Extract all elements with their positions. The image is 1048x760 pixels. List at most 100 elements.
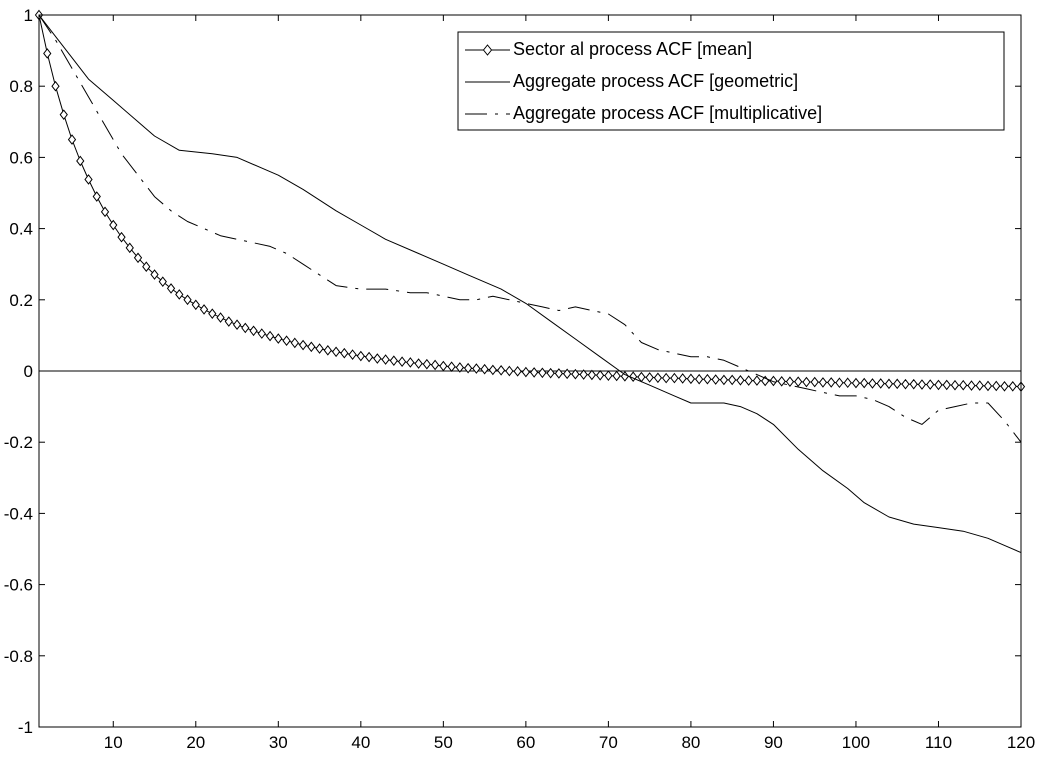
y-tick-label: -0.4	[4, 504, 33, 523]
diamond-marker	[480, 363, 489, 375]
diamond-marker	[183, 294, 192, 306]
diamond-marker	[554, 368, 564, 379]
diamond-marker	[645, 372, 654, 383]
diamond-marker	[249, 325, 258, 337]
diamond-marker	[942, 379, 951, 391]
diamond-marker	[843, 377, 852, 389]
diamond-marker	[695, 373, 704, 385]
legend-label-series-2: Aggregate process ACF [geometric]	[513, 71, 798, 91]
diamond-marker	[133, 252, 143, 264]
diamond-marker	[348, 349, 357, 360]
diamond-marker	[439, 360, 448, 372]
x-tick-label: 20	[186, 733, 205, 752]
diamond-marker	[827, 377, 836, 388]
diamond-marker	[670, 372, 679, 384]
diamond-marker	[802, 376, 811, 388]
diamond-marker	[967, 380, 976, 391]
diamond-marker	[1008, 380, 1017, 392]
diamond-marker	[364, 351, 374, 363]
y-tick-label: -0.6	[4, 576, 33, 595]
diamond-marker	[76, 155, 85, 167]
diamond-marker	[488, 364, 497, 376]
diamond-marker	[777, 376, 786, 387]
diamond-marker	[265, 330, 275, 342]
diamond-marker	[513, 366, 522, 377]
diamond-marker	[744, 375, 753, 386]
legend-label-series-3: Aggregate process ACF [multiplicative]	[513, 103, 822, 123]
diamond-marker	[818, 377, 828, 388]
legend-box	[457, 31, 1005, 131]
diamond-marker	[563, 368, 572, 380]
y-tick-label: -0.2	[4, 433, 33, 452]
x-tick-label: 40	[351, 733, 370, 752]
diamond-marker	[117, 231, 126, 243]
diamond-marker	[430, 359, 440, 371]
diamond-marker	[166, 283, 176, 294]
diamond-marker	[571, 368, 580, 380]
diamond-marker	[463, 362, 473, 374]
diamond-marker	[959, 379, 968, 391]
y-axis: 1 0.8 0.6 0.4 0.2 0 -0.2 -0.4 -0.6 -0.8 -1	[4, 6, 1021, 737]
diamond-marker	[208, 308, 217, 319]
diamond-marker	[142, 261, 151, 273]
diamond-marker	[752, 375, 762, 386]
diamond-marker	[414, 358, 423, 369]
diamond-marker	[901, 378, 910, 390]
diamond-marker	[546, 367, 555, 379]
diamond-marker	[389, 355, 398, 366]
diamond-marker	[274, 333, 283, 344]
diamond-marker	[397, 356, 407, 368]
x-tick-label: 100	[842, 733, 870, 752]
diamond-marker	[224, 316, 233, 327]
diamond-marker	[686, 373, 696, 385]
diamond-marker	[975, 380, 984, 391]
diamond-marker	[331, 346, 341, 358]
diamond-marker	[860, 377, 869, 389]
diamond-marker	[794, 376, 803, 387]
diamond-marker	[736, 374, 745, 386]
diamond-marker	[290, 337, 299, 349]
diamond-marker	[893, 378, 902, 390]
diamond-marker	[191, 299, 200, 311]
y-tick-label: 0.4	[9, 220, 33, 239]
x-axis: 10 20 30 40 50 60 70 80 90 100 110 120	[104, 15, 1035, 752]
diamond-marker	[604, 370, 613, 381]
diamond-marker	[505, 365, 514, 377]
y-tick-label: -1	[18, 718, 33, 737]
diamond-marker	[92, 191, 101, 202]
series-layer	[34, 9, 1026, 554]
x-tick-label: 70	[599, 733, 618, 752]
diamond-marker	[612, 370, 621, 382]
diamond-marker	[884, 378, 894, 390]
diamond-marker	[51, 80, 60, 92]
diamond-marker	[422, 358, 431, 370]
y-tick-label: 0.6	[9, 148, 33, 167]
diamond-marker	[307, 341, 316, 353]
diamond-marker	[241, 322, 250, 334]
diamond-marker	[158, 276, 167, 287]
y-tick-label: -0.8	[4, 647, 33, 666]
x-tick-label: 50	[434, 733, 453, 752]
diamond-marker	[662, 372, 671, 384]
diamond-marker	[876, 378, 885, 389]
diamond-marker	[579, 369, 588, 380]
series-line-3	[38, 14, 1022, 443]
x-tick-label: 80	[681, 733, 700, 752]
diamond-marker	[596, 369, 605, 381]
diamond-marker	[125, 242, 134, 254]
diamond-marker	[992, 380, 1001, 392]
diamond-marker	[851, 377, 861, 389]
diamond-marker	[950, 379, 960, 391]
diamond-marker	[298, 339, 308, 351]
diamond-marker	[711, 374, 720, 385]
diamond-marker	[868, 378, 877, 389]
diamond-marker	[769, 375, 778, 387]
diamond-marker	[406, 357, 415, 368]
x-tick-label: 120	[1007, 733, 1035, 752]
diamond-marker	[67, 134, 77, 145]
diamond-marker	[472, 363, 481, 374]
diamond-marker	[447, 361, 456, 373]
diamond-marker	[538, 367, 547, 379]
diamond-marker	[175, 289, 184, 300]
diamond-marker	[109, 219, 118, 231]
